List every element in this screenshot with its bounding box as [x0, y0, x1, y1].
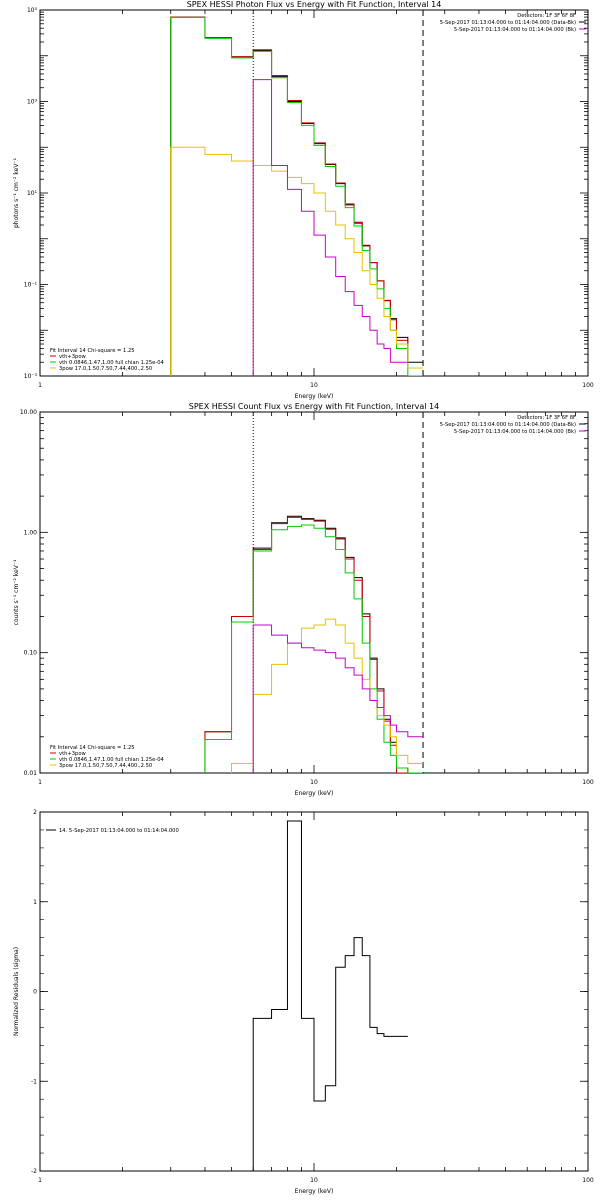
legend-right-text: 5-Sep-2017 01:13:04.000 to 01:14:04.000 …	[440, 422, 576, 428]
panel-1: 1 10 100 Energy (keV) 10⁻³ 10⁻¹ 10¹ 10³ 10⁵ photo…	[13, 0, 594, 400]
legend-left: 14. 5-Sep-2017 01:13:04.000 to 01:14:04.…	[46, 828, 179, 834]
series-vth	[204, 524, 424, 773]
x-axis-label: Energy (keV)	[295, 393, 334, 400]
legend-left-text: vth 0.0846,1.47,1.00 full chian 1.25e-04	[59, 360, 164, 366]
legend-right: Detectors: 1F 3F 6F 8F5-Sep-2017 01:13:0…	[440, 415, 586, 435]
legend-right-text: Detectors: 1F 3F 6F 8F	[517, 13, 576, 19]
x-axis-label: Energy (keV)	[295, 790, 334, 797]
y-axis: 10⁻³ 10⁻¹ 10¹ 10³ 10⁵ photons s⁻¹ cm⁻² keV⁻¹	[13, 7, 588, 380]
y-tick-label: 10⁵	[27, 7, 38, 14]
x-tick-label: 1	[38, 382, 42, 389]
x-tick-label: 100	[582, 382, 594, 389]
panel-2: 1 10 100 Energy (keV) 0.01 0.10 1.00 10.00 count…	[13, 402, 594, 797]
series-vth	[170, 16, 424, 376]
x-tick-label: 100	[582, 1177, 594, 1184]
series-group	[204, 515, 424, 773]
series-group	[170, 16, 424, 376]
y-tick-label: -2	[31, 1168, 37, 1175]
x-tick-label: 10	[310, 1177, 318, 1184]
y-axis: -2 -1 0 1 2 Normalized Residuals (sigma)	[13, 809, 588, 1175]
legend-left-text: vth+3pow	[59, 751, 87, 757]
legend-left-text: 14. 5-Sep-2017 01:13:04.000 to 01:14:04.…	[59, 828, 179, 834]
x-axis-label: Energy (keV)	[295, 1188, 334, 1195]
series-14-5-sep-2017-01-13-04-000-to-01-14-04-000	[252, 820, 408, 1171]
y-axis-label: counts s⁻¹ cm⁻² keV⁻¹	[13, 559, 20, 625]
y-axis-label: photons s⁻¹ cm⁻² keV⁻¹	[13, 157, 20, 228]
legend-right-text: 5-Sep-2017 01:13:04.000 to 01:14:04.000 …	[454, 429, 576, 435]
x-tick-label: 100	[582, 779, 594, 786]
x-tick-label: 1	[38, 779, 42, 786]
y-tick-label: 0.01	[24, 770, 38, 777]
y-tick-label: 1.00	[24, 529, 38, 536]
y-tick-label: 10³	[27, 99, 38, 106]
series-group	[252, 820, 408, 1171]
legend-left-text: vth+3pow	[59, 354, 87, 360]
series-data-bk	[170, 16, 424, 376]
y-axis-label: Normalized Residuals (sigma)	[13, 947, 20, 1036]
legend-left-text: vth 0.0846,1.47,1.00 full chian 1.25e-04	[59, 757, 164, 763]
series-3pow	[231, 618, 424, 773]
legend-right: Detectors: 1F 3F 6F 8F5-Sep-2017 01:13:0…	[440, 13, 586, 33]
panel-3: 1 10 100 Energy (keV) -2 -1 0 1 2 Normalized Resi…	[13, 809, 594, 1195]
x-tick-label: 10	[310, 779, 318, 786]
y-tick-label: 0	[33, 989, 37, 996]
x-axis: 1 10 100 Energy (keV)	[38, 812, 594, 1195]
y-tick-label: 0.10	[24, 650, 38, 657]
legend-left-text: 3pow 17.0,1.50,7.50,7.44,400.,2.50	[59, 366, 152, 372]
series-3pow	[170, 146, 424, 376]
legend-right-text: Detectors: 1F 3F 6F 8F	[517, 415, 576, 421]
legend-left: Fit Interval 14 Chi-square = 1.25vth+3po…	[50, 745, 164, 769]
y-tick-label: -1	[31, 1078, 37, 1085]
y-tick-label: 10⁻³	[24, 373, 38, 380]
series-vth-3pow	[204, 516, 409, 773]
x-axis: 1 10 100 Energy (keV)	[38, 412, 594, 797]
y-tick-label: 10.00	[20, 409, 37, 416]
plot-frame	[39, 411, 589, 774]
legend-right-text: 5-Sep-2017 01:13:04.000 to 01:14:04.000 …	[440, 20, 576, 26]
legend-left: Fit Interval 14 Chi-square = 1.25vth+3po…	[50, 348, 164, 372]
y-axis: 0.01 0.10 1.00 10.00 counts s⁻¹ cm⁻² keV⁻¹	[13, 409, 588, 777]
x-axis: 1 10 100 Energy (keV)	[38, 10, 594, 400]
legend-left-text: Fit Interval 14 Chi-square = 1.25	[50, 348, 135, 354]
y-tick-label: 10¹	[27, 190, 38, 197]
y-tick-label: 2	[33, 809, 37, 816]
series-bk	[252, 79, 408, 376]
x-tick-label: 1	[38, 1177, 42, 1184]
y-tick-label: 1	[33, 899, 37, 906]
chart-title: SPEX HESSI Photon Flux vs Energy with Fi…	[187, 0, 442, 9]
y-tick-label: 10⁻¹	[24, 282, 38, 289]
legend-right-text: 5-Sep-2017 01:13:04.000 to 01:14:04.000 …	[454, 27, 576, 33]
legend-left-text: 3pow 17.0,1.50,7.50,7.44,400.,2.50	[59, 763, 152, 769]
x-tick-label: 10	[310, 382, 318, 389]
series-vth-3pow	[170, 16, 424, 376]
legend-left-text: Fit Interval 14 Chi-square = 1.25	[50, 745, 135, 751]
chart-title: SPEX HESSI Count Flux vs Energy with Fit…	[189, 402, 440, 411]
series-bk	[252, 624, 424, 773]
plot-frame	[39, 811, 589, 1172]
